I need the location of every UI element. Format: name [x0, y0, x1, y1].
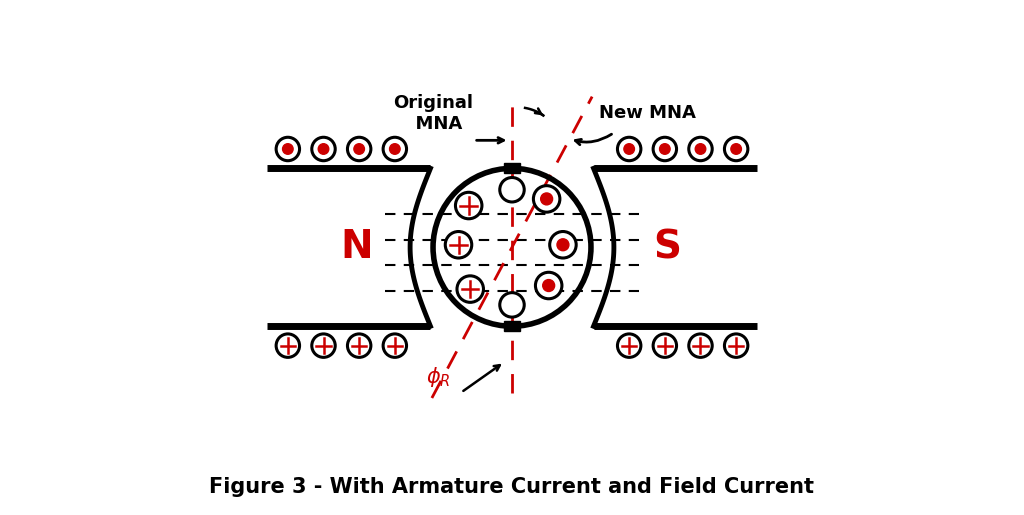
Circle shape — [283, 144, 293, 154]
Text: New MNA: New MNA — [599, 105, 695, 123]
Circle shape — [536, 272, 562, 299]
Circle shape — [276, 138, 300, 161]
Circle shape — [347, 334, 371, 357]
Circle shape — [689, 334, 713, 357]
Circle shape — [389, 144, 400, 154]
Circle shape — [653, 334, 677, 357]
Circle shape — [311, 138, 335, 161]
Circle shape — [653, 138, 677, 161]
Text: Original
  MNA: Original MNA — [393, 94, 473, 133]
Circle shape — [659, 144, 670, 154]
Text: N: N — [340, 228, 373, 266]
Circle shape — [550, 232, 577, 258]
Circle shape — [383, 138, 407, 161]
Circle shape — [624, 144, 635, 154]
Circle shape — [695, 144, 706, 154]
Circle shape — [724, 138, 748, 161]
Circle shape — [724, 334, 748, 357]
Text: $\phi_R$: $\phi_R$ — [426, 365, 451, 389]
Circle shape — [457, 276, 483, 302]
Circle shape — [354, 144, 365, 154]
Circle shape — [311, 334, 335, 357]
Bar — [505, 321, 519, 331]
Circle shape — [456, 192, 482, 219]
Circle shape — [541, 193, 553, 205]
Text: S: S — [653, 228, 681, 266]
Circle shape — [617, 334, 641, 357]
Bar — [505, 163, 519, 174]
Circle shape — [617, 138, 641, 161]
Circle shape — [500, 178, 524, 202]
Circle shape — [318, 144, 329, 154]
Text: Figure 3 - With Armature Current and Field Current: Figure 3 - With Armature Current and Fie… — [210, 477, 814, 497]
Circle shape — [445, 232, 472, 258]
Circle shape — [557, 239, 569, 251]
Circle shape — [689, 138, 713, 161]
Circle shape — [500, 293, 524, 317]
Circle shape — [276, 334, 300, 357]
Circle shape — [347, 138, 371, 161]
Circle shape — [731, 144, 741, 154]
Circle shape — [543, 280, 555, 291]
Circle shape — [383, 334, 407, 357]
Circle shape — [534, 186, 560, 212]
